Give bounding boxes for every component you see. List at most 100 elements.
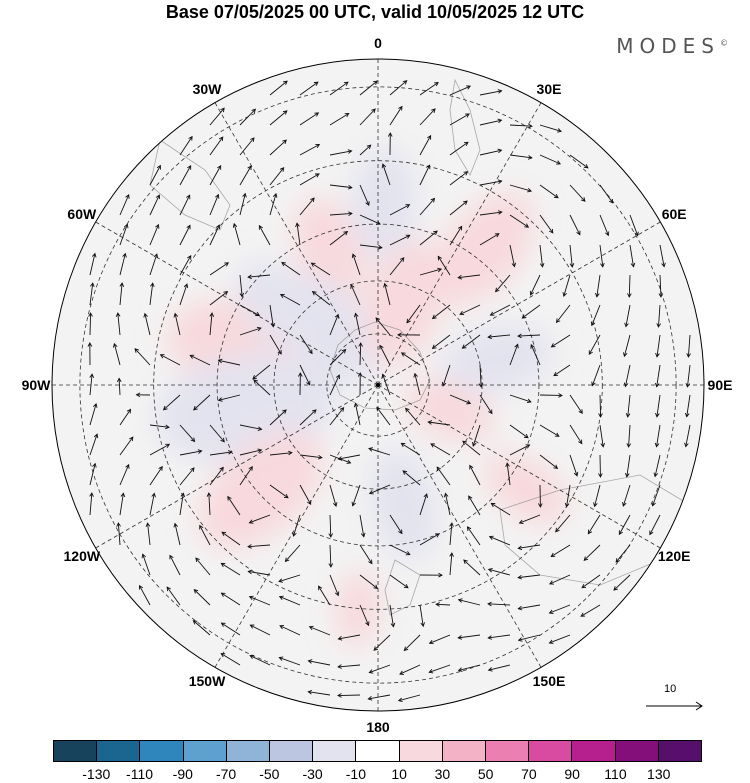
wind-vector: [509, 124, 532, 127]
wind-vector: [149, 224, 159, 246]
wind-vector-head: [199, 524, 204, 530]
wind-vector: [179, 450, 202, 456]
wind-vector: [449, 523, 453, 546]
wind-vector: [221, 622, 241, 636]
wind-vector-head: [279, 625, 285, 630]
wind-vector: [419, 82, 439, 96]
wind-vector: [359, 604, 369, 626]
wind-vector-head: [257, 448, 263, 453]
wind-vector: [530, 344, 541, 366]
wind-vector: [479, 211, 502, 216]
longitude-label: 90E: [707, 377, 733, 393]
wind-vector-head: [93, 433, 99, 439]
colorbar-label: -90: [172, 766, 193, 782]
wind-vector: [329, 150, 352, 156]
wind-vector: [239, 274, 243, 297]
wind-vector: [149, 424, 170, 428]
wind-vector-head: [218, 136, 224, 142]
wind-vector: [462, 440, 481, 456]
wind-vector-head: [427, 420, 433, 425]
wind-vector-head: [358, 342, 363, 347]
wind-vector: [193, 620, 211, 636]
wind-vector-head: [279, 167, 285, 172]
wind-vector: [389, 257, 405, 276]
wind-vector-head: [517, 545, 523, 551]
wind-vector-head: [306, 380, 311, 386]
wind-vector-head: [272, 192, 278, 198]
wind-vector-head: [221, 531, 227, 537]
wind-vector-head: [608, 198, 614, 204]
wind-vector: [352, 254, 361, 276]
wind-vector: [449, 141, 469, 156]
wind-vector-head: [278, 595, 284, 600]
wind-vector: [221, 592, 241, 606]
wind-vector-head: [487, 635, 493, 640]
wind-vector-head: [151, 492, 156, 498]
wind-vector: [359, 514, 365, 537]
wind-vector: [355, 403, 361, 426]
wind-vector-head: [685, 382, 691, 388]
wind-vector-head: [119, 282, 125, 287]
wind-vector: [429, 634, 451, 644]
wind-vector: [599, 394, 602, 418]
wind-vector-head: [441, 381, 447, 387]
wind-vector: [119, 409, 131, 426]
wind-vector-head: [337, 636, 343, 641]
wind-vector-head: [443, 492, 449, 498]
wind-vector: [199, 525, 211, 546]
colorbar-cell: [226, 741, 271, 761]
wind-vector: [488, 634, 511, 639]
wind-vector-head: [248, 595, 254, 601]
wind-vector-head: [351, 253, 357, 259]
wind-vector-head: [487, 334, 492, 340]
wind-vector-head: [550, 552, 556, 557]
wind-vector-head: [398, 105, 403, 111]
wind-vector-head: [343, 81, 349, 86]
wind-vector: [442, 364, 451, 387]
wind-vector: [252, 364, 271, 380]
wind-vector-head: [587, 529, 593, 535]
wind-vector-head: [595, 292, 600, 298]
wind-vector: [329, 514, 332, 538]
wind-vector-head: [180, 492, 186, 498]
wind-vector: [419, 108, 436, 126]
colorbar-cell: [486, 741, 530, 761]
wind-vector: [458, 664, 481, 671]
wind-vector-head: [155, 194, 161, 200]
wind-vector: [359, 108, 376, 126]
wind-vector: [233, 223, 241, 246]
wind-vector-head: [242, 192, 247, 198]
wind-vector-head: [494, 233, 500, 238]
wind-vector: [399, 664, 421, 675]
wind-vector-head: [405, 407, 410, 413]
wind-vector: [509, 154, 532, 159]
wind-vector: [488, 334, 511, 338]
wind-vector-head: [469, 464, 474, 470]
brand-logo: MODES©: [616, 34, 728, 58]
wind-vector: [269, 304, 274, 327]
wind-vector: [248, 570, 271, 576]
wind-vector: [472, 424, 481, 447]
wind-vector-head: [247, 165, 252, 171]
wind-vector-head: [600, 442, 606, 448]
wind-vector-head: [397, 332, 402, 338]
wind-vector-head: [578, 439, 583, 445]
colorbar-cell: [572, 741, 616, 761]
wind-vector-head: [116, 522, 121, 527]
wind-vector: [628, 424, 631, 447]
wind-vector-head: [124, 223, 129, 229]
wind-vector: [656, 334, 661, 357]
brand-text: MODES: [616, 34, 720, 58]
wind-vector: [389, 204, 410, 216]
wind-vector-head: [89, 373, 95, 379]
wind-vector-head: [368, 490, 374, 495]
wind-vector: [337, 694, 361, 696]
wind-vector-head: [311, 290, 317, 296]
wind-vector: [119, 224, 128, 246]
wind-vector: [299, 144, 320, 156]
wind-vector-head: [112, 342, 118, 348]
wind-vector: [117, 523, 121, 546]
wind-vector-head: [580, 197, 586, 202]
wind-vector: [89, 403, 97, 426]
wind-vector: [312, 291, 331, 306]
